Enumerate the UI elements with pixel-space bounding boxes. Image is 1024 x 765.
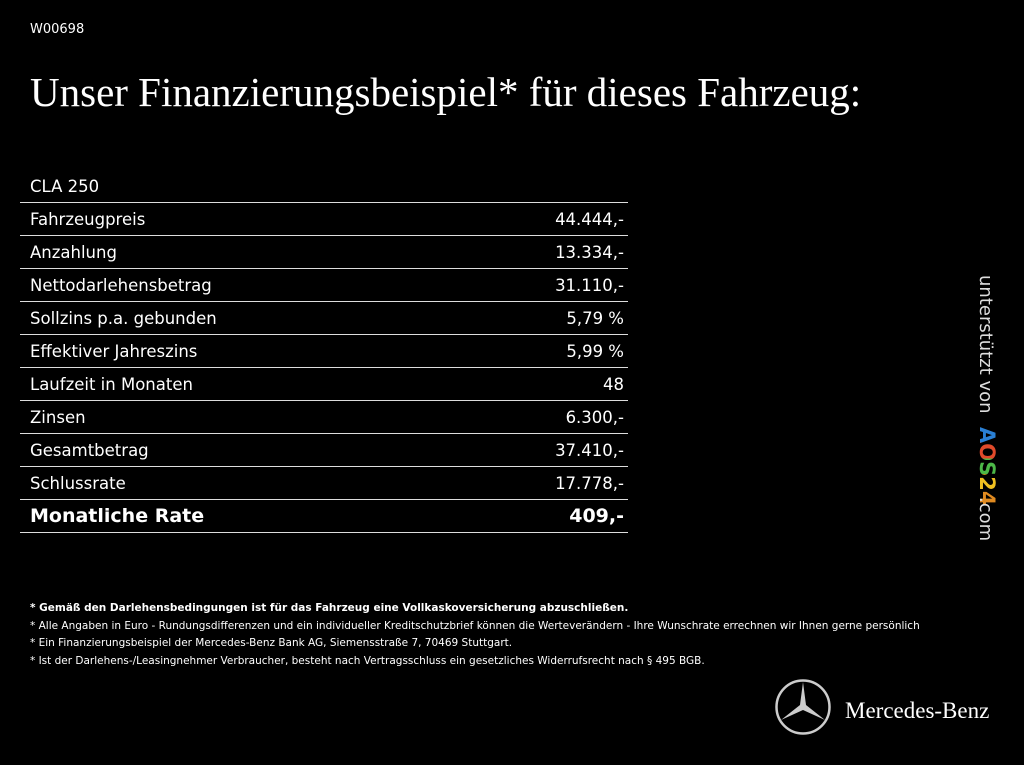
row-value: 13.334,- — [555, 242, 624, 262]
total-row: Monatliche Rate 409,- — [20, 500, 628, 533]
table-row: Nettodarlehensbetrag 31.110,- — [20, 269, 628, 302]
footnotes: * Gemäß den Darlehensbedingungen ist für… — [30, 600, 920, 670]
table-row: Gesamtbetrag 37.410,- — [20, 434, 628, 467]
row-value: 17.778,- — [555, 473, 624, 493]
footnote: * Gemäß den Darlehensbedingungen ist für… — [30, 602, 629, 614]
table-row: Schlussrate 17.778,- — [20, 467, 628, 500]
row-label: Effektiver Jahreszins — [30, 341, 198, 361]
sidebar-brand: AOS24 — [975, 427, 999, 505]
row-label: Laufzeit in Monaten — [30, 374, 193, 394]
sidebar-suffix: .com — [975, 497, 996, 541]
sidebar-prefix: unterstützt von — [975, 275, 996, 414]
table-row: Effektiver Jahreszins 5,99 % — [20, 335, 628, 368]
row-value: 44.444,- — [555, 209, 624, 229]
footnote: * Alle Angaben in Euro - Rundungsdiffere… — [30, 619, 920, 632]
brand-name: Mercedes-Benz — [845, 698, 990, 723]
row-label: Gesamtbetrag — [30, 440, 149, 460]
row-value: 48 — [603, 374, 624, 394]
row-label: Schlussrate — [30, 473, 126, 493]
row-value: 37.410,- — [555, 440, 624, 460]
table-header: CLA 250 — [20, 170, 628, 203]
model: CLA 250 — [30, 176, 100, 196]
row-label: Anzahlung — [30, 242, 117, 262]
total-value: 409,- — [569, 505, 624, 527]
finance-table: CLA 250 Fahrzeugpreis 44.444,- Anzahlung 13… — [20, 170, 628, 533]
table-row: Fahrzeugpreis 44.444,- — [20, 203, 628, 236]
table-row: Anzahlung 13.334,- — [20, 236, 628, 269]
row-value: 5,99 % — [566, 341, 624, 361]
table-row: Laufzeit in Monaten 48 — [20, 368, 628, 401]
row-value: 6.300,- — [565, 407, 624, 427]
total-label: Monatliche Rate — [30, 505, 205, 527]
row-label: Nettodarlehensbetrag — [30, 275, 212, 295]
mercedes-star — [775, 679, 831, 735]
table-row: Zinsen 6.300,- — [20, 401, 628, 434]
row-value: 31.110,- — [555, 275, 624, 295]
footnote: * Ist der Darlehens-/Leasingnehmer Verbr… — [30, 654, 705, 667]
title: Unser Finanzierungsbeispiel* für dieses … — [30, 69, 862, 115]
sidebar: unterstützt von AOS24 .com — [975, 275, 999, 541]
row-label: Zinsen — [30, 407, 86, 427]
row-label: Sollzins p.a. gebunden — [30, 308, 217, 328]
row-value: 5,79 % — [566, 308, 624, 328]
document-id: W00698 — [30, 22, 85, 37]
footnote: * Ein Finanzierungsbeispiel der Mercedes… — [30, 637, 513, 650]
row-label: Fahrzeugpreis — [30, 209, 146, 229]
table-row: Sollzins p.a. gebunden 5,79 % — [20, 302, 628, 335]
